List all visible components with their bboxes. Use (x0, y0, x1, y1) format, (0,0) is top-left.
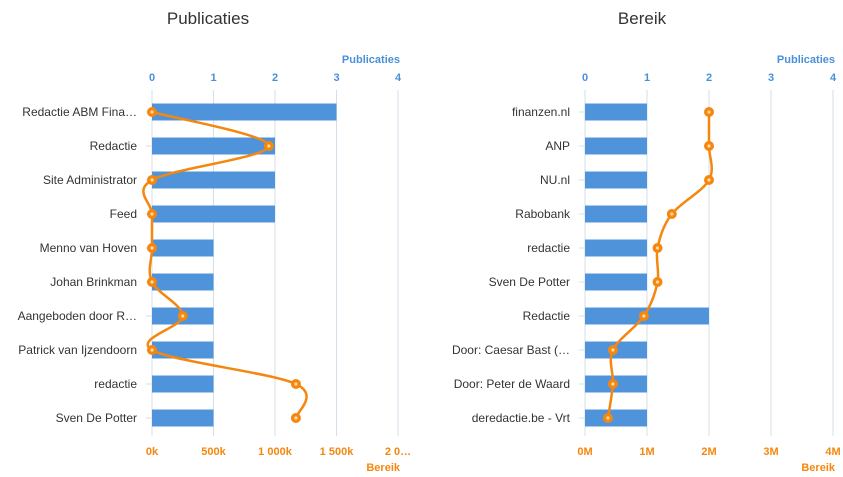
category-label: Redactie ABM Fina… (22, 105, 137, 119)
series-line (606, 112, 713, 419)
chart-panel-1: Publicaties Publicaties 0 1 2 3 4 0k 500k 1 000k 1… (18, 9, 412, 474)
line-point-center (150, 348, 154, 352)
category-label: Site Administrator (43, 173, 137, 187)
category-label: Menno van Hoven (40, 241, 137, 255)
bar (585, 137, 647, 155)
bar (152, 103, 337, 121)
bar (152, 171, 275, 189)
bottom-axis-tick: 0M (577, 446, 592, 458)
category-label: ANP (545, 139, 570, 153)
chart-title: Bereik (618, 9, 667, 28)
series-line (142, 110, 308, 419)
bar (152, 205, 275, 223)
category-label: Rabobank (515, 207, 571, 221)
bar (152, 239, 214, 257)
line-point-center (655, 246, 660, 250)
bottom-axis-tick: 0k (146, 446, 159, 458)
category-label: finanzen.nl (512, 105, 570, 119)
bar (152, 341, 214, 359)
line-point-center (707, 178, 711, 182)
line-point-center (655, 280, 660, 284)
line-point-center (150, 178, 154, 182)
top-axis-tick: 4 (830, 72, 837, 84)
bar (585, 205, 647, 223)
bottom-axis-tick: 500k (201, 446, 226, 458)
top-axis-tick: 1 (644, 72, 650, 84)
bar (152, 375, 214, 393)
line-point-center (294, 382, 298, 386)
top-axis-tick: 0 (149, 72, 155, 84)
top-axis-tick: 4 (395, 72, 402, 84)
line-point-center (707, 110, 711, 114)
top-axis-tick: 0 (582, 72, 588, 84)
line-point-center (150, 212, 154, 216)
line-point-center (606, 416, 610, 420)
bar (585, 409, 647, 427)
top-axis-title: Publicaties (777, 54, 835, 66)
category-label: redactie (94, 377, 137, 391)
category-label: Door: Peter de Waard (454, 377, 570, 391)
chart-panel-2: Bereik Publicaties 0 1 2 3 4 0M 1M 2M 3M 4M Bereik fi… (452, 9, 841, 474)
category-label: NU.nl (540, 173, 570, 187)
line-point-center (670, 212, 674, 216)
bar (152, 273, 214, 291)
top-axis-tick: 2 (272, 72, 278, 84)
line-point-center (150, 246, 154, 250)
line-point-center (611, 382, 615, 386)
line-point-center (611, 348, 615, 352)
line-point-center (267, 144, 271, 148)
category-label: Patrick van Ijzendoorn (18, 343, 137, 357)
line-point-center (181, 314, 185, 318)
category-label: Door: Caesar Bast (… (452, 343, 570, 357)
category-label: Redactie (90, 139, 138, 153)
top-axis-tick: 2 (706, 72, 712, 84)
bottom-axis-tick: 1 000k (258, 446, 293, 458)
bar (152, 137, 275, 155)
bottom-axis-title: Bereik (366, 462, 401, 474)
category-label: Sven De Potter (56, 411, 137, 425)
line-point-center (150, 280, 154, 284)
top-axis-tick: 3 (333, 72, 339, 84)
chart-title: Publicaties (167, 9, 249, 28)
category-label: Johan Brinkman (50, 275, 137, 289)
category-label: redactie (527, 241, 570, 255)
top-axis-tick: 1 (210, 72, 216, 84)
bottom-axis-tick: 1 500k (320, 446, 355, 458)
bar (585, 103, 647, 121)
bottom-axis-tick: 4M (825, 446, 840, 458)
category-label: Aangeboden door R… (18, 309, 137, 323)
bar (152, 409, 214, 427)
category-label: Redactie (523, 309, 571, 323)
bottom-axis-tick: 1M (639, 446, 654, 458)
category-label: deredactie.be - Vrt (472, 411, 571, 425)
line-point-center (294, 416, 298, 420)
bar (585, 239, 647, 257)
line-point-center (150, 110, 154, 114)
top-axis-title: Publicaties (342, 54, 400, 66)
bottom-axis-title: Bereik (801, 462, 836, 474)
bar (585, 171, 647, 189)
line-point-center (707, 144, 711, 148)
bar (585, 273, 647, 291)
category-label: Feed (110, 207, 137, 221)
bottom-axis-tick: 2 0… (385, 446, 411, 458)
category-label: Sven De Potter (489, 275, 570, 289)
top-axis-tick: 3 (768, 72, 774, 84)
bottom-axis-tick: 3M (763, 446, 778, 458)
line-point-center (642, 314, 646, 318)
bottom-axis-tick: 2M (701, 446, 716, 458)
